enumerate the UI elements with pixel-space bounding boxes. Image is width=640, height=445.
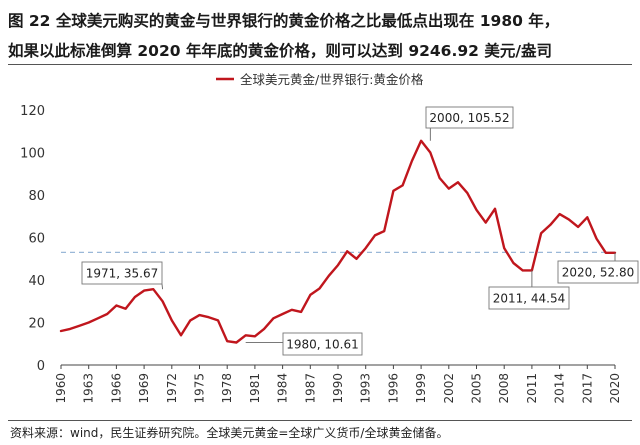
annotation-box [557,260,639,284]
x-tick-label: 2014 [553,373,567,404]
plot-area: 0 20 40 60 80 100 120 1960 1963 1966 1969 1972 1975 1… [20,104,639,404]
x-tick-label: 2011 [525,373,539,404]
x-tick-label: 2002 [442,373,456,404]
annotation-label: 2000, 105.52 [429,111,509,125]
y-tick-label: 20 [28,317,45,332]
legend: 全球美元黄金/世界银行:黄金价格 [216,72,424,87]
legend-label: 全球美元黄金/世界银行:黄金价格 [240,72,424,87]
x-tick-label: 1963 [82,373,96,404]
annotation-box [488,286,570,310]
x-tick-label: 1966 [109,373,123,404]
y-tick-label: 100 [20,147,45,162]
y-tick-label: 120 [20,104,45,119]
x-tick-label: 1990 [331,373,345,404]
figure-title-line-1: 图 22 全球美元购买的黄金与世界银行的黄金价格之比最低点出现在 1980 年， [8,12,560,30]
annotation-label: 1980, 10.61 [286,338,359,352]
x-tick-label: 2005 [470,373,484,404]
x-tick-label: 1969 [137,373,151,404]
annotation-label: 1971, 35.67 [86,267,159,281]
figure-title: 图 22 全球美元购买的黄金与世界银行的黄金价格之比最低点出现在 1980 年，… [8,6,632,66]
annotation-label: 2011, 44.54 [493,292,566,306]
y-tick-label: 0 [37,359,45,374]
x-tick-label: 2017 [580,373,594,404]
x-tick-label: 1987 [303,373,317,404]
source-note: 资料来源：wind，民生证券研究院。全球美元黄金=全球广义货币/全球黄金储备。 [10,426,449,440]
annotation-label: 2020, 52.80 [562,266,635,280]
x-tick-label: 2020 [608,373,622,404]
x-tick-label: 1960 [54,373,68,404]
x-tick-label: 1981 [248,373,262,404]
x-tick-label: 1993 [359,373,373,404]
annotation-box [425,106,514,129]
series-line [59,139,617,344]
x-tick-label: 2008 [497,373,511,404]
y-tick-label: 80 [28,189,45,204]
x-tick-label: 1978 [220,373,234,404]
bottom-rule [8,420,632,421]
top-rule [8,64,632,65]
x-tick-label: 1996 [386,373,400,404]
x-tick-label: 1972 [165,373,179,404]
figure-title-line-2: 如果以此标准倒算 2020 年年底的黄金价格，则可以达到 9246.92 美元/… [8,42,552,60]
annotation-box [282,332,363,356]
y-tick-label: 40 [28,274,45,289]
x-tick-label: 1975 [193,373,207,404]
x-tick-label: 1984 [276,373,290,404]
annotation-box [81,261,163,285]
x-tick-label: 1999 [414,373,428,404]
annotation-leader [161,283,164,290]
y-tick-label: 60 [28,232,45,247]
